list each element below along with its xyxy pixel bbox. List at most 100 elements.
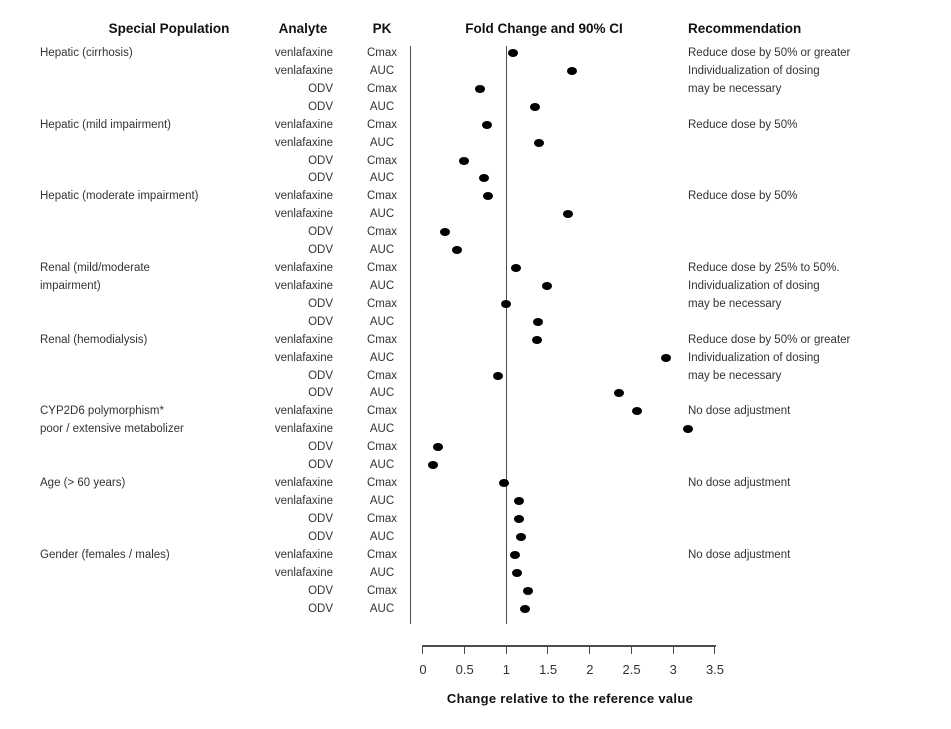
header-recommendation: Recommendation <box>688 21 802 36</box>
fold-change-dot <box>614 389 625 398</box>
recommendation-text: No dose adjustment <box>688 477 791 490</box>
pk-label: AUC <box>369 495 395 507</box>
x-tick-label: 3.5 <box>705 662 725 677</box>
pk-label: Cmax <box>366 226 398 239</box>
x-tick <box>589 645 591 654</box>
pk-label: AUC <box>369 387 395 400</box>
analyte-label: venlafaxine <box>274 262 333 275</box>
recommendation-text: No dose adjustment <box>688 548 791 561</box>
fold-change-dot <box>498 479 509 488</box>
fold-change-dot <box>458 156 469 165</box>
pk-label: Cmax <box>366 333 398 346</box>
fold-change-dot <box>542 281 553 290</box>
pk-label: AUC <box>369 315 395 328</box>
population-label: Hepatic (cirrhosis) <box>40 47 133 59</box>
recommendation-text: Individualization of dosing <box>688 64 820 77</box>
pk-label: Cmax <box>366 190 398 203</box>
reference-line <box>505 46 507 624</box>
fold-change-dot <box>509 550 520 559</box>
fold-change-dot <box>533 138 544 147</box>
fold-change-dot <box>513 497 524 505</box>
pk-label: AUC <box>369 351 395 364</box>
x-tick-label: 2.5 <box>622 662 641 677</box>
analyte-label: venlafaxine <box>274 208 333 221</box>
fold-change-dot <box>428 461 438 470</box>
fold-change-dot <box>452 246 463 255</box>
analyte-label: ODV <box>308 530 333 543</box>
x-tick <box>714 645 716 654</box>
population-label: Renal (mild/moderate <box>40 262 150 275</box>
analyte-label: venlafaxine <box>274 47 333 59</box>
analyte-label: ODV <box>308 369 333 382</box>
analyte-label: venlafaxine <box>274 423 333 436</box>
fold-change-dot <box>567 66 578 75</box>
pk-label: Cmax <box>366 297 398 310</box>
fold-change-dot <box>683 425 694 434</box>
fold-change-dot <box>483 192 494 201</box>
pk-label: Cmax <box>366 477 398 490</box>
pk-label: Cmax <box>366 82 398 95</box>
fold-change-dot <box>532 335 543 344</box>
analyte-label: ODV <box>308 154 333 167</box>
pk-label: Cmax <box>366 441 398 454</box>
fold-change-dot <box>533 317 544 326</box>
fold-change-dot <box>508 49 519 57</box>
analyte-label: ODV <box>308 602 333 615</box>
x-tick <box>463 645 465 654</box>
analyte-label: ODV <box>308 100 333 113</box>
x-tick <box>672 645 674 654</box>
recommendation-text: No dose adjustment <box>688 405 791 418</box>
pk-label: AUC <box>369 208 395 221</box>
pk-label: AUC <box>369 279 395 292</box>
analyte-label: venlafaxine <box>274 495 333 507</box>
pk-label: Cmax <box>366 262 398 275</box>
fold-change-dot <box>512 568 523 577</box>
header-special-population: Special Population <box>108 21 230 36</box>
recommendation-text: Reduce dose by 50% <box>688 190 798 203</box>
fold-change-dot <box>632 407 643 416</box>
fold-change-dot <box>474 84 485 93</box>
population-label: Age (> 60 years) <box>40 477 126 490</box>
pk-label: Cmax <box>366 405 398 418</box>
recommendation-text: may be necessary <box>688 297 782 310</box>
x-tick-label: 1 <box>502 662 511 677</box>
analyte-label: ODV <box>308 315 333 328</box>
pk-label: Cmax <box>366 118 398 131</box>
recommendation-text: Reduce dose by 50% <box>688 118 798 131</box>
analyte-label: ODV <box>308 297 333 310</box>
population-label: poor / extensive metabolizer <box>40 423 184 436</box>
analyte-label: ODV <box>308 459 333 472</box>
x-axis-line <box>422 645 716 647</box>
x-tick-label: 2 <box>586 662 594 677</box>
recommendation-text: Reduce dose by 50% or greater <box>688 333 851 346</box>
pk-label: Cmax <box>366 369 398 382</box>
pk-label: AUC <box>369 100 395 113</box>
fold-change-dot <box>660 353 671 362</box>
population-label: Gender (females / males) <box>40 548 170 561</box>
pk-label: Cmax <box>366 154 398 167</box>
plot-left-border-line <box>410 46 411 624</box>
pk-label: AUC <box>369 172 395 185</box>
x-tick <box>505 645 507 654</box>
analyte-label: ODV <box>308 584 333 597</box>
population-label: Hepatic (mild impairment) <box>40 118 172 131</box>
analyte-label: venlafaxine <box>274 548 333 561</box>
recommendation-text: Individualization of dosing <box>688 351 820 364</box>
analyte-label: venlafaxine <box>274 118 333 131</box>
fold-change-dot <box>433 443 444 452</box>
header-pk: PK <box>372 21 392 36</box>
x-tick <box>422 645 424 654</box>
x-tick <box>630 645 632 654</box>
pk-label: Cmax <box>366 47 398 59</box>
analyte-label: ODV <box>308 226 333 239</box>
pk-label: AUC <box>369 244 395 257</box>
recommendation-text: Reduce dose by 25% to 50%. <box>688 262 840 275</box>
analyte-label: ODV <box>308 441 333 454</box>
fold-change-dot <box>501 299 512 308</box>
analyte-label: ODV <box>308 172 333 185</box>
analyte-label: ODV <box>308 244 333 257</box>
pk-label: AUC <box>369 602 395 615</box>
analyte-label: venlafaxine <box>274 136 333 149</box>
fold-change-dot <box>529 102 540 111</box>
pk-label: AUC <box>369 423 395 436</box>
